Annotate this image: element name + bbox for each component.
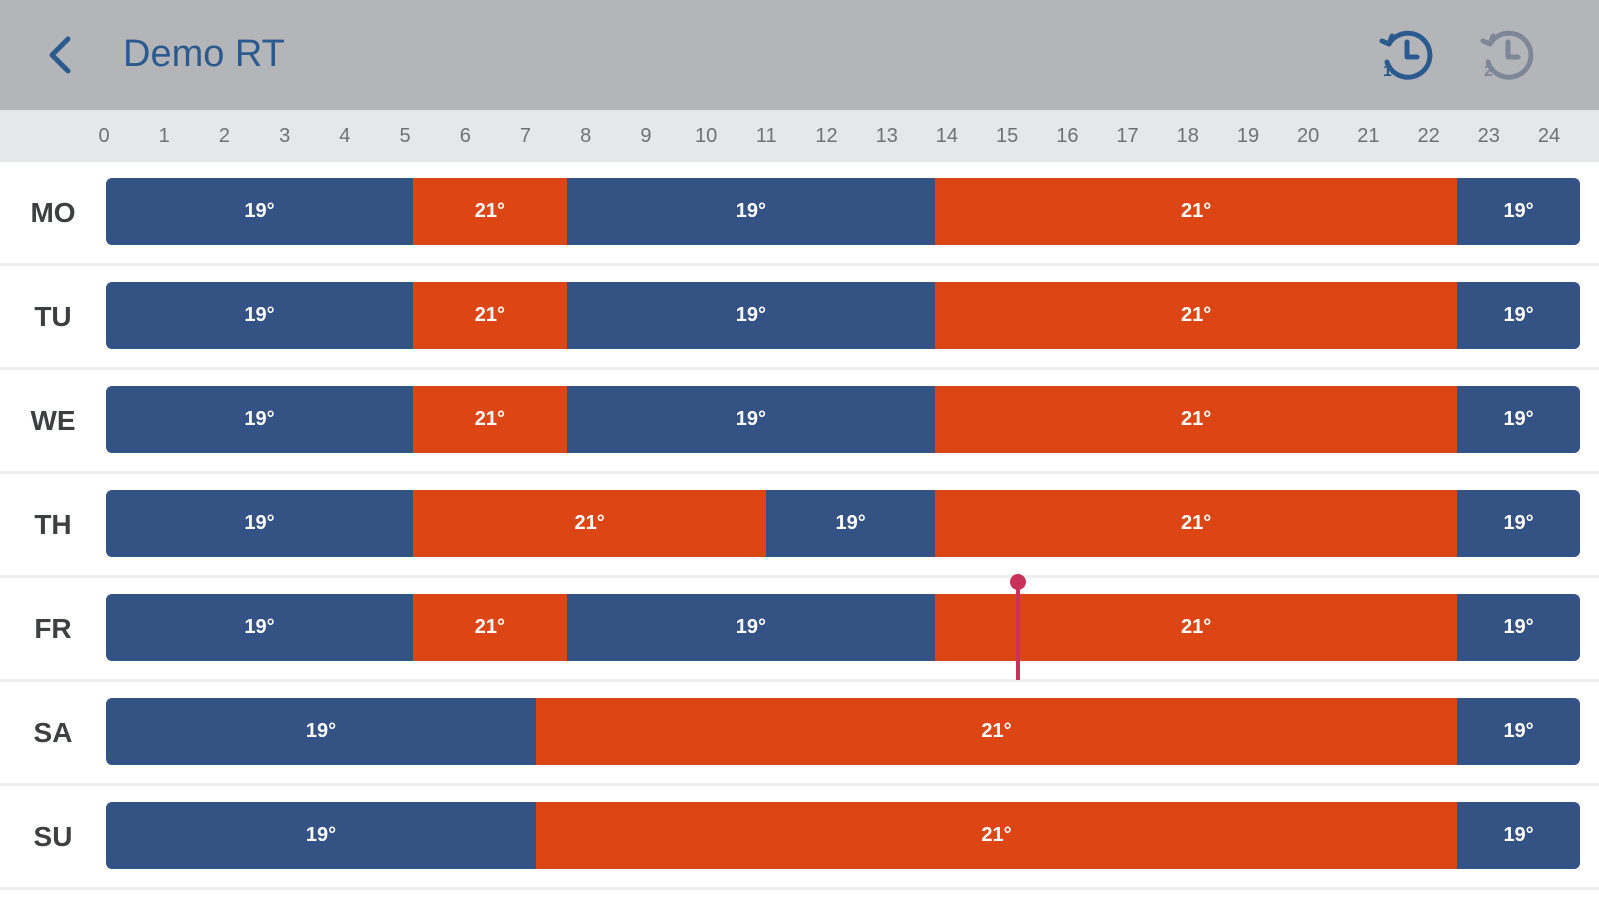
day-schedule-bar[interactable]: 19° 21° 19° 21° 19°: [106, 490, 1580, 557]
temperature-segment[interactable]: 19°: [106, 802, 536, 869]
temperature-segment[interactable]: 19°: [106, 178, 414, 245]
temperature-segment[interactable]: 21°: [935, 178, 1458, 245]
day-row-fr: FR 19° 21° 19° 21° 19°: [0, 578, 1599, 682]
temperature-segment[interactable]: 21°: [535, 802, 1458, 869]
hour-tick: 6: [459, 125, 471, 147]
temperature-segment[interactable]: 19°: [1457, 386, 1580, 453]
temperature-segment[interactable]: 19°: [1457, 594, 1580, 661]
temperature-segment[interactable]: 21°: [935, 282, 1458, 349]
hour-tick: 22: [1417, 125, 1440, 147]
temperature-segment[interactable]: 19°: [566, 178, 936, 245]
hour-tick: 18: [1176, 125, 1199, 147]
hour-tick: 19: [1236, 125, 1260, 147]
temperature-segment[interactable]: 21°: [935, 490, 1458, 557]
day-row-we: WE 19° 21° 19° 21° 19°: [0, 370, 1599, 474]
temperature-segment[interactable]: 21°: [413, 594, 567, 661]
hour-tick: 21: [1357, 125, 1380, 147]
hour-tick: 9: [640, 125, 652, 147]
current-time-line: [1016, 580, 1021, 680]
temperature-segment[interactable]: 19°: [566, 282, 936, 349]
hour-tick: 14: [935, 125, 959, 147]
day-row-mo: MO 19° 21° 19° 21° 19°: [0, 162, 1599, 266]
hour-tick: 11: [755, 125, 777, 147]
temperature-segment[interactable]: 19°: [106, 594, 414, 661]
day-label: SA: [33, 717, 73, 748]
hour-tick: 8: [580, 125, 592, 147]
day-row-sa: SA 19° 21° 19°: [0, 682, 1599, 786]
day-schedule-bar[interactable]: 19° 21° 19°: [106, 802, 1580, 869]
day-row-su: SU 19° 21° 19°: [0, 786, 1599, 890]
day-label: TH: [34, 509, 72, 540]
page-title: Demo RT: [123, 33, 285, 75]
hour-tick: 24: [1537, 125, 1561, 147]
temperature-segment[interactable]: 19°: [106, 282, 414, 349]
day-label: MO: [30, 197, 76, 228]
current-time-marker: [1008, 574, 1028, 680]
day-schedule-bar[interactable]: 19° 21° 19° 21° 19°: [106, 594, 1580, 661]
temperature-segment[interactable]: 19°: [1457, 490, 1580, 557]
back-button[interactable]: [40, 30, 84, 80]
temperature-segment[interactable]: 19°: [566, 594, 936, 661]
hour-tick: 16: [1056, 125, 1079, 147]
temperature-segment[interactable]: 19°: [106, 490, 414, 557]
day-schedule-bar[interactable]: 19° 21° 19°: [106, 698, 1580, 765]
temperature-segment[interactable]: 21°: [935, 594, 1458, 661]
app-header: Demo RT 1 2: [0, 0, 1599, 110]
temperature-segment[interactable]: 21°: [413, 490, 767, 557]
temperature-segment[interactable]: 21°: [413, 282, 567, 349]
temperature-segment[interactable]: 21°: [413, 386, 567, 453]
hour-tick: 13: [875, 125, 898, 147]
current-time-dot: [1010, 574, 1027, 590]
schedule-history-1-button[interactable]: 1: [1377, 27, 1433, 83]
svg-text:2: 2: [1484, 63, 1493, 80]
hour-tick: 3: [279, 125, 291, 147]
temperature-segment[interactable]: 19°: [566, 386, 936, 453]
day-schedule-bar[interactable]: 19° 21° 19° 21° 19°: [106, 282, 1580, 349]
temperature-segment[interactable]: 21°: [535, 698, 1458, 765]
hour-tick: 5: [399, 125, 411, 147]
temperature-segment[interactable]: 19°: [1457, 802, 1580, 869]
temperature-segment[interactable]: 21°: [935, 386, 1458, 453]
temperature-segment[interactable]: 19°: [1457, 698, 1580, 765]
day-label: TU: [34, 301, 72, 332]
day-label: WE: [30, 405, 76, 436]
svg-text:1: 1: [1383, 63, 1392, 80]
chevron-left-icon: [49, 36, 71, 74]
temperature-segment[interactable]: 21°: [413, 178, 567, 245]
hour-tick: 12: [815, 125, 838, 147]
schedule-history-2-icon: 2: [1480, 30, 1534, 80]
temperature-segment[interactable]: 19°: [1457, 178, 1580, 245]
hour-tick: 20: [1297, 125, 1320, 147]
hour-tick: 15: [996, 125, 1019, 147]
day-schedule-bar[interactable]: 19° 21° 19° 21° 19°: [106, 178, 1580, 245]
hour-tick: 17: [1116, 125, 1139, 147]
day-label: FR: [34, 613, 72, 644]
schedule-history-2-button[interactable]: 2: [1478, 27, 1534, 83]
day-row-th: TH 19° 21° 19° 21° 19°: [0, 474, 1599, 578]
hour-tick: 23: [1477, 125, 1500, 147]
hour-tick: 1: [158, 125, 170, 147]
day-label: SU: [33, 821, 73, 852]
hour-axis: 0 1 2 3 4 5 6 7 8 9 10 11 12 13 14 15 16 17 18 19 20 21 22 23 24: [0, 110, 1599, 162]
temperature-segment[interactable]: 19°: [106, 386, 414, 453]
temperature-segment[interactable]: 19°: [106, 698, 536, 765]
day-row-tu: TU 19° 21° 19° 21° 19°: [0, 266, 1599, 370]
temperature-segment[interactable]: 19°: [1457, 282, 1580, 349]
temperature-segment[interactable]: 19°: [766, 490, 936, 557]
hour-tick: 10: [694, 125, 718, 147]
schedule-history-1-icon: 1: [1379, 30, 1433, 80]
hour-tick: 0: [98, 125, 110, 147]
day-schedule-bar[interactable]: 19° 21° 19° 21° 19°: [106, 386, 1580, 453]
hour-tick: 2: [218, 125, 230, 147]
hour-tick: 7: [519, 125, 532, 147]
hour-tick: 4: [339, 125, 351, 147]
